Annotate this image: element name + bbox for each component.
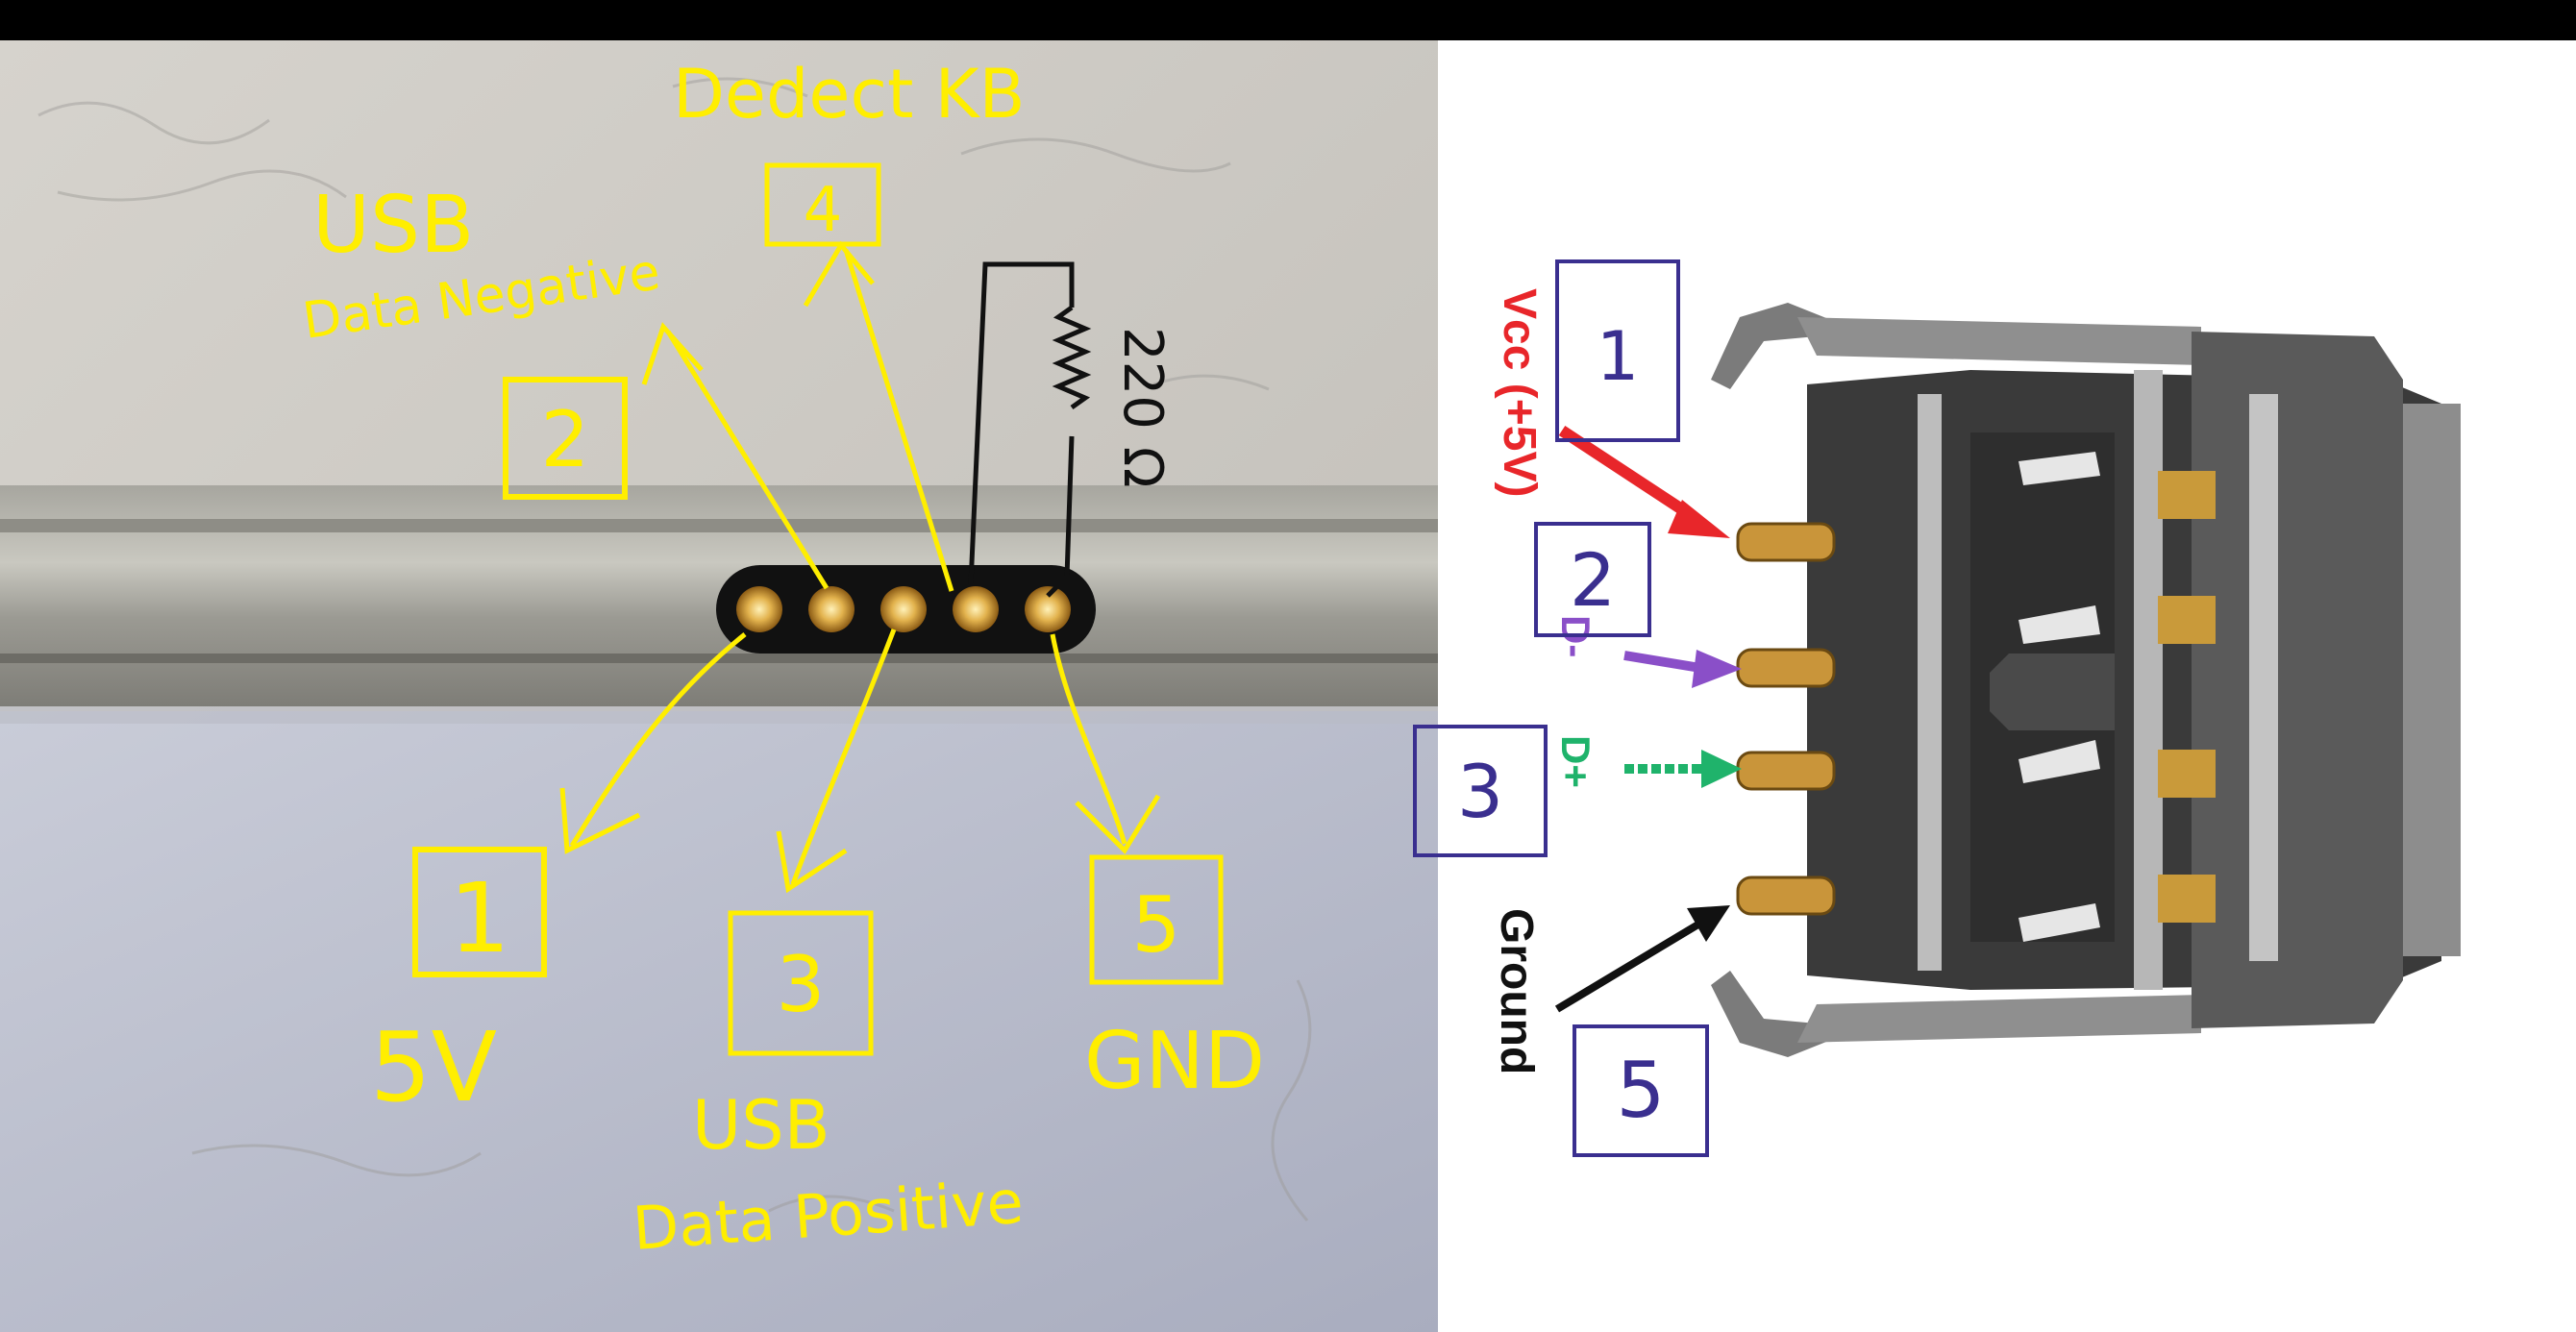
label-vcc: Vcc (+5V) bbox=[1494, 288, 1545, 497]
label-5v: 5V bbox=[370, 1011, 497, 1123]
arrow-dminus-head bbox=[1692, 650, 1742, 688]
arrow-vcc-head bbox=[1668, 500, 1730, 538]
label-dplus: D+ bbox=[1553, 735, 1598, 788]
box-2-yellow bbox=[503, 377, 628, 500]
arrow-ground-line bbox=[1554, 919, 1704, 1013]
pogo-pin-3 bbox=[880, 586, 927, 632]
paper-scribbles bbox=[37, 77, 1312, 1221]
box-3-label: 3 bbox=[777, 940, 826, 1029]
pin-vcc bbox=[1736, 522, 1836, 562]
arrow-vcc-line bbox=[1558, 425, 1700, 525]
box-2-blue-label: 2 bbox=[1570, 537, 1616, 623]
box-3-blue bbox=[1413, 725, 1548, 857]
pin-ground bbox=[1736, 876, 1836, 916]
right-diagram: Vcc (+5V) D- D+ Ground 1 2 3 5 bbox=[1413, 40, 2576, 1332]
pogo-pin-2 bbox=[808, 586, 855, 632]
box-5-blue bbox=[1573, 1024, 1709, 1157]
inner-contact-4 bbox=[2158, 875, 2216, 923]
top-black-bar bbox=[0, 0, 2576, 40]
pin-dminus bbox=[1736, 648, 1836, 688]
left-photo: 220 Ω 2 4 1 3 5 bbox=[0, 40, 1438, 1332]
resistor-label: 220 Ω bbox=[1111, 327, 1174, 487]
yellow-annotation-lines bbox=[559, 240, 1161, 894]
usb-a-connector bbox=[1711, 303, 2461, 1057]
box-5-label: 5 bbox=[1132, 880, 1181, 970]
rail-groove-top bbox=[0, 519, 1438, 532]
box-3-blue-label: 3 bbox=[1457, 749, 1503, 834]
arrow-ground-head bbox=[1687, 905, 1730, 942]
box-5-yellow bbox=[1089, 854, 1224, 985]
box-4-label: 4 bbox=[804, 175, 843, 246]
paper-background-bottom bbox=[0, 711, 1438, 1332]
label-usb-negative-top: USB bbox=[312, 180, 474, 271]
label-gnd: GND bbox=[1084, 1016, 1265, 1107]
box-3-yellow bbox=[728, 910, 874, 1056]
inner-contact-2 bbox=[2158, 596, 2216, 644]
arrow-dminus-line bbox=[1623, 651, 1707, 674]
label-usb-positive-top: USB bbox=[692, 1086, 830, 1165]
box-2-blue bbox=[1534, 522, 1651, 637]
inner-contact-1 bbox=[2158, 471, 2216, 519]
pogo-pin-4 bbox=[953, 586, 999, 632]
box-4-yellow bbox=[764, 162, 881, 247]
label-detect-kb: Dedect KB bbox=[673, 55, 1026, 134]
pogo-pins bbox=[736, 586, 1071, 632]
box-1-blue bbox=[1555, 259, 1680, 442]
box-1-label: 1 bbox=[449, 862, 510, 974]
box-2-label: 2 bbox=[541, 395, 590, 484]
box-1-blue-label: 1 bbox=[1597, 317, 1640, 396]
front-shell bbox=[2192, 332, 2403, 1028]
pin-arrows bbox=[1554, 425, 1742, 1013]
resistor-drawing bbox=[968, 261, 1092, 598]
inner-contact-3 bbox=[2158, 750, 2216, 798]
label-ground: Ground bbox=[1491, 908, 1542, 1074]
arrow-dplus-head bbox=[1701, 750, 1742, 788]
pogo-pin-5 bbox=[1025, 586, 1071, 632]
pin-dplus bbox=[1736, 751, 1836, 791]
box-5-blue-label: 5 bbox=[1617, 1046, 1666, 1135]
pogo-pin-1 bbox=[736, 586, 782, 632]
blue-boxes bbox=[1413, 259, 1709, 1157]
box-1-yellow bbox=[412, 847, 547, 977]
